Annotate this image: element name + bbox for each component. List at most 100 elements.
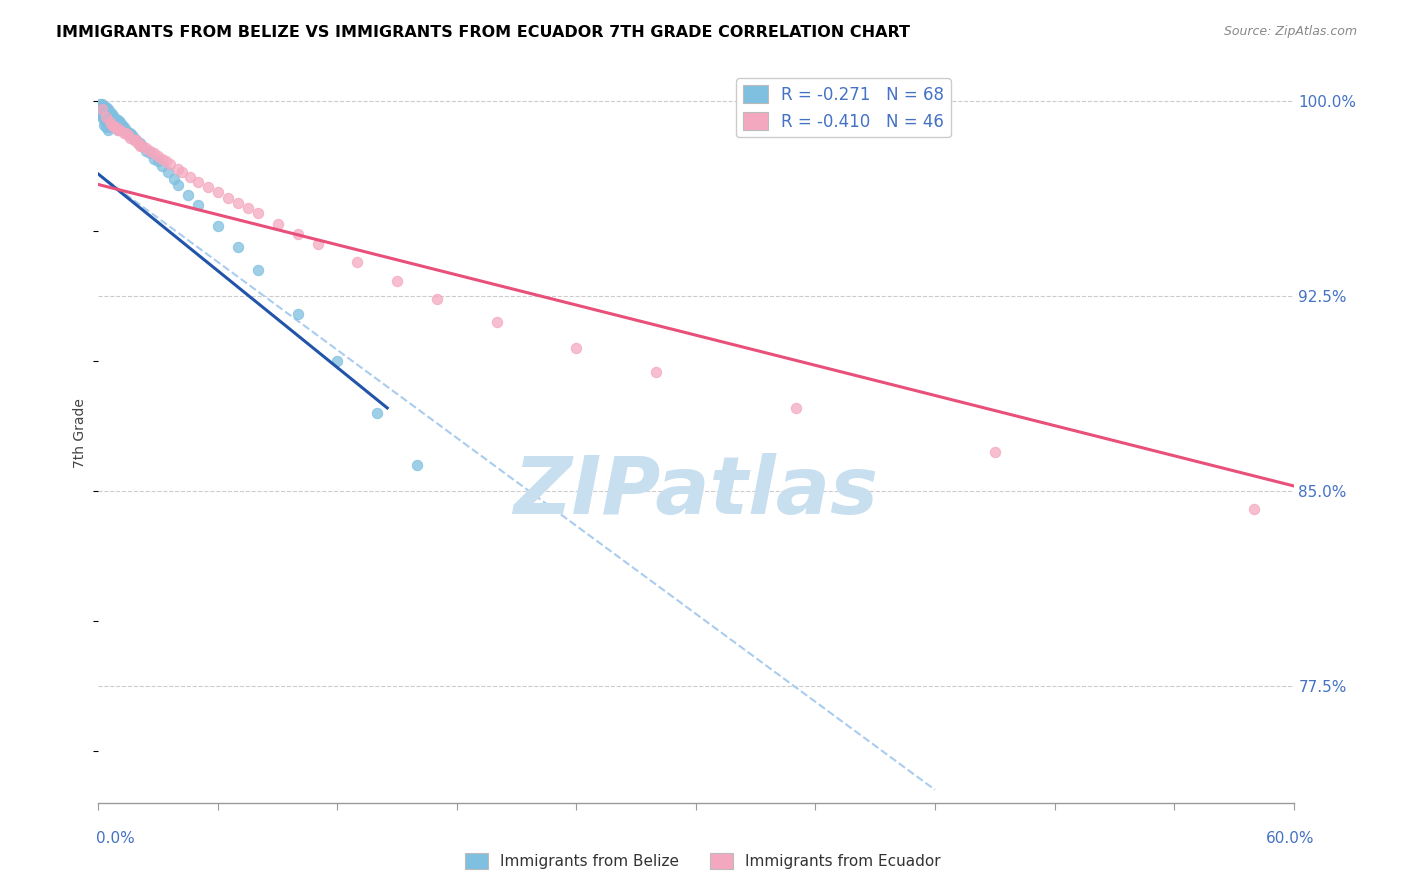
Point [97,107,120,121]
Point [96,115,118,129]
Point [98,115,122,129]
Text: ZIPatlas: ZIPatlas [513,453,879,531]
Point [207,219,229,233]
Y-axis label: 7th Grade: 7th Grade [73,398,87,467]
Point [148,154,170,169]
Point [93,100,115,114]
Point [103,120,125,135]
Point [157,164,180,178]
Point [226,195,249,210]
Point [129,138,152,153]
Point [91,100,114,114]
Point [131,138,153,153]
Point [93,112,115,127]
Point [124,133,146,147]
Point [135,141,157,155]
Point [107,123,129,137]
Point [98,115,122,129]
Point [984,445,1007,459]
Point [120,126,142,140]
Point [155,154,177,169]
Point [103,120,125,135]
Point [101,118,124,132]
Point [103,110,125,124]
Point [125,133,148,147]
Point [107,123,129,137]
Text: Source: ZipAtlas.com: Source: ZipAtlas.com [1223,25,1357,38]
Point [107,112,129,127]
Point [98,110,122,124]
Point [93,107,115,121]
Point [120,130,142,145]
Point [167,178,190,192]
Point [785,401,807,415]
Point [93,118,115,132]
Point [159,157,181,171]
Point [143,146,166,161]
Point [246,263,269,277]
Point [236,201,259,215]
Point [565,341,588,355]
Point [172,164,194,178]
Point [129,136,152,150]
Point [110,120,132,135]
Point [246,206,269,220]
Point [101,118,124,132]
Point [96,110,118,124]
Point [179,169,201,184]
Point [485,315,508,329]
Point [91,97,114,112]
Point [111,118,134,132]
Point [111,123,134,137]
Point [105,118,128,132]
Point [89,97,111,112]
Point [385,274,409,288]
Point [105,120,128,135]
Point [110,115,132,129]
Point [139,144,162,158]
Point [89,107,111,121]
Point [93,102,115,116]
Point [124,130,146,145]
Point [177,188,200,202]
Point [101,107,124,121]
Point [326,354,349,368]
Point [207,186,229,200]
Point [287,307,309,321]
Point [117,126,139,140]
Point [1243,502,1265,516]
Point [148,149,170,163]
Point [117,128,139,143]
Point [103,115,125,129]
Point [112,126,135,140]
Point [91,110,114,124]
Point [121,128,143,143]
Point [96,110,118,124]
Point [150,159,173,173]
Point [139,146,162,161]
Point [115,126,138,140]
Point [97,118,120,132]
Point [307,237,329,252]
Point [645,365,668,379]
Point [143,152,166,166]
Point [105,112,128,127]
Point [125,133,148,147]
Point [131,138,153,153]
Point [267,217,290,231]
Point [287,227,309,241]
Point [98,120,122,135]
Point [346,255,368,269]
Point [91,102,114,116]
Point [426,292,449,306]
Point [97,123,120,137]
Point [366,406,388,420]
Point [226,240,249,254]
Point [135,144,157,158]
Point [187,175,209,189]
Point [197,180,219,194]
Point [115,123,138,137]
Point [127,136,149,150]
Point [96,120,118,135]
Point [96,104,118,119]
